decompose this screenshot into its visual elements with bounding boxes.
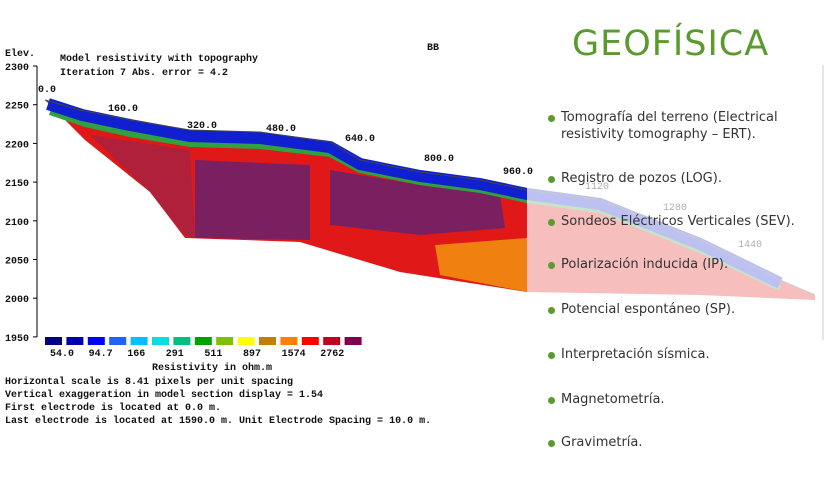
color-swatch <box>280 337 298 345</box>
note: Horizontal scale is 8.41 pixels per unit… <box>5 376 293 388</box>
distance-label: 800.0 <box>424 154 454 165</box>
fade-overlay <box>527 60 830 320</box>
elevation-label: 2150 <box>5 179 29 190</box>
color-swatch <box>259 337 276 345</box>
distance-label: 1120 <box>585 182 609 193</box>
distance-label: 160.0 <box>108 104 138 115</box>
scale-title: Resistivity in ohm.m <box>152 362 272 374</box>
color-swatch <box>152 337 169 345</box>
heading: GEOFÍSICA <box>572 24 770 64</box>
color-swatch <box>130 337 148 345</box>
elevation-label: 1950 <box>5 334 29 345</box>
list-item: Interpretación sísmica. <box>548 346 830 363</box>
list-item: Magnetometría. <box>548 391 830 408</box>
color-swatch <box>323 337 341 345</box>
note: Last electrode is located at 1590.0 m. U… <box>5 415 431 427</box>
distance-label: 1280 <box>663 203 687 214</box>
color-swatch <box>344 337 362 345</box>
color-swatch <box>194 337 212 345</box>
color-swatch <box>173 337 191 345</box>
color-swatch <box>87 337 105 345</box>
distance-label: 0.0 <box>38 85 56 96</box>
list-item: Gravimetría. <box>548 434 830 451</box>
section-orange <box>435 238 527 292</box>
list-item: Tomografía del terreno (Electrical resis… <box>548 109 830 143</box>
scale-label: 94.7 <box>89 349 113 360</box>
note: Vertical exaggeration in model section d… <box>5 389 323 401</box>
scale-label: 1574 <box>282 349 306 360</box>
distance-label: 640.0 <box>345 134 375 145</box>
list-item: Sondeos Eléctricos Verticales (SEV). <box>548 213 830 230</box>
distance-label: 480.0 <box>266 124 296 135</box>
color-swatch <box>237 337 255 345</box>
elevation-label: 2250 <box>5 102 29 113</box>
line-name: BB <box>427 43 439 54</box>
list-item: Potencial espontáneo (SP). <box>548 301 830 318</box>
distance-label: 320.0 <box>187 121 217 132</box>
color-swatch <box>216 337 234 345</box>
scale-label: 54.0 <box>50 349 74 360</box>
elev-label: Elev. <box>5 48 35 60</box>
note: First electrode is located at 0.0 m. <box>5 402 221 414</box>
color-swatch <box>45 337 62 345</box>
section-purple <box>330 170 505 235</box>
section-purple <box>90 135 195 238</box>
scale-label: 897 <box>243 349 261 360</box>
elevation-label: 2300 <box>5 63 29 74</box>
section-purple <box>195 160 310 240</box>
color-swatch <box>66 337 84 345</box>
distance-label: 960.0 <box>503 167 533 178</box>
list-item: Polarización inducida (IP). <box>548 256 830 273</box>
elevation-label: 2100 <box>5 218 29 229</box>
scale-label: 2762 <box>320 349 344 360</box>
scale-label: 511 <box>204 349 222 360</box>
distance-label: 1440 <box>738 240 762 251</box>
elevation-label: 2000 <box>5 295 29 306</box>
elevation-label: 2050 <box>5 257 29 268</box>
color-swatch <box>301 337 319 345</box>
scale-label: 166 <box>127 349 145 360</box>
color-swatch <box>109 337 127 345</box>
scale-label: 291 <box>166 349 184 360</box>
figure-title: Model resistivity with topography <box>60 53 258 65</box>
figure-subtitle: Iteration 7 Abs. error = 4.2 <box>60 67 228 79</box>
elevation-label: 2200 <box>5 140 29 151</box>
list-item: Registro de pozos (LOG). <box>548 170 830 187</box>
